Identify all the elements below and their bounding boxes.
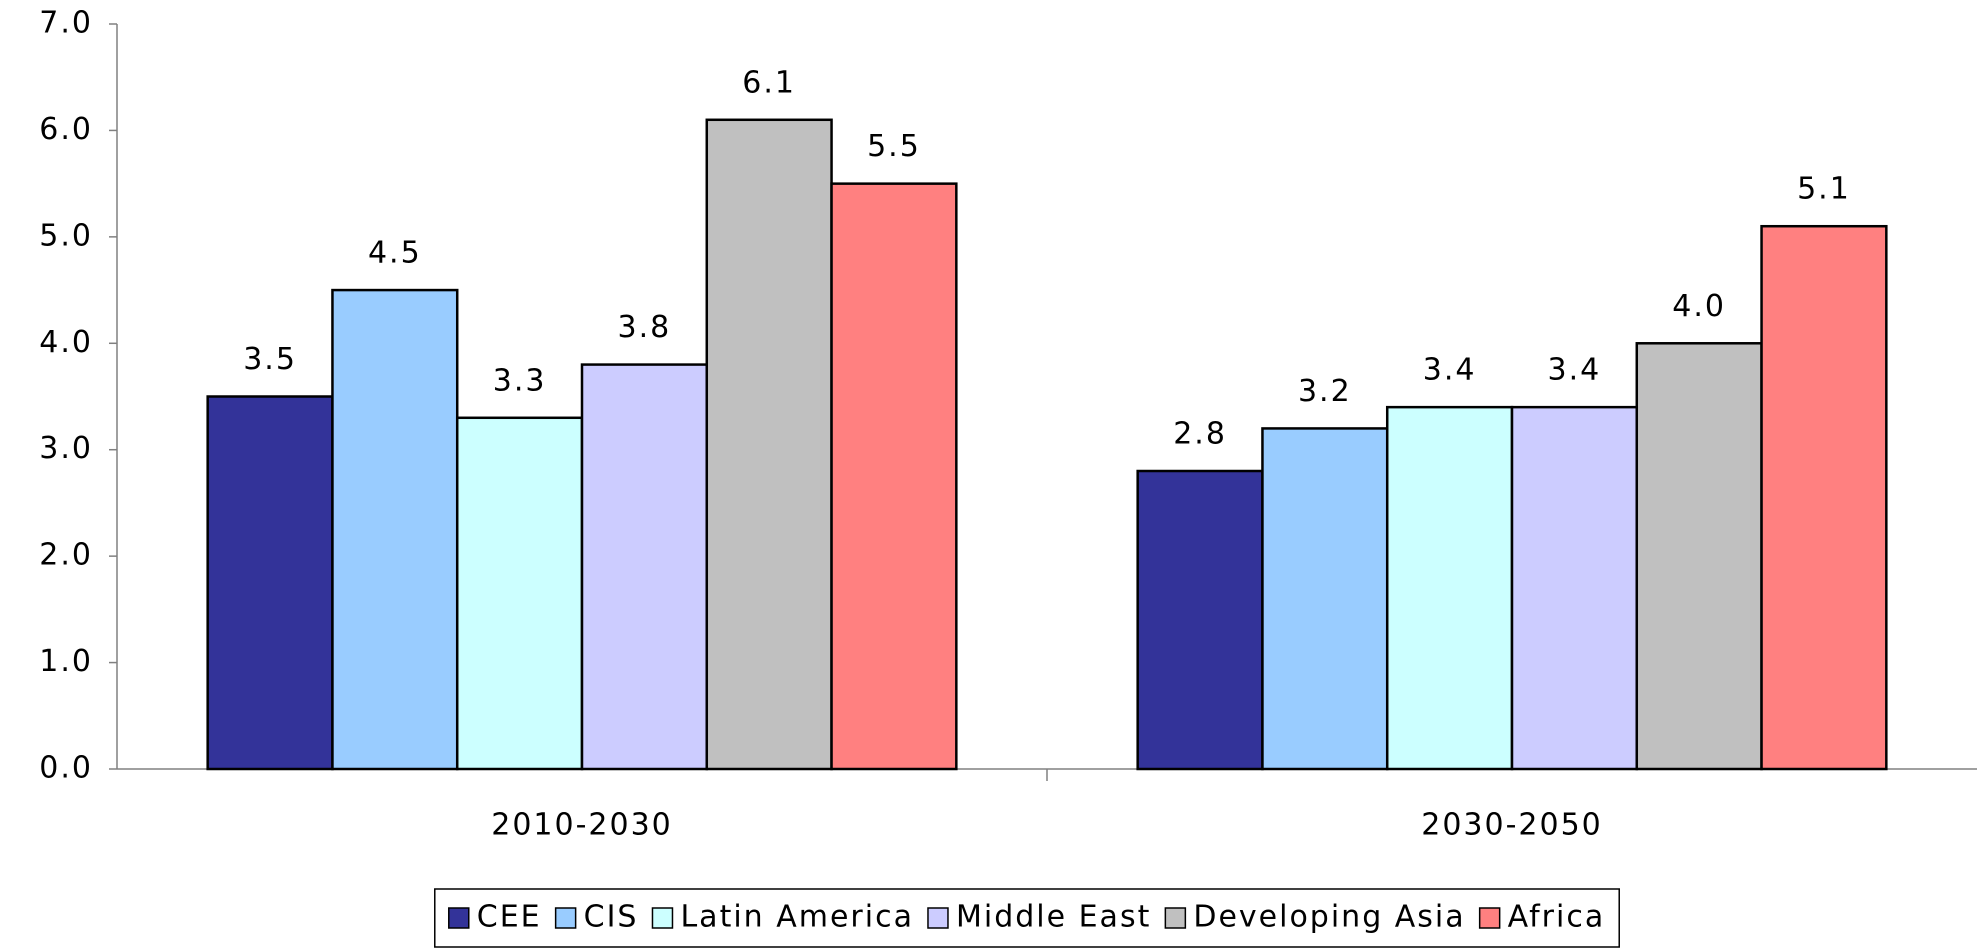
bar [1261,427,1389,771]
legend-swatch [651,907,674,929]
y-tick-label: 1.0 [39,644,93,679]
y-tick-label: 0.0 [39,751,93,786]
x-tick-label: 2010-2030 [491,808,673,843]
bar [1635,342,1763,771]
y-tick-label: 5.0 [39,218,93,253]
data-label: 2.8 [1173,417,1227,452]
bar [1510,405,1639,771]
bar [455,416,584,771]
data-label: 6.1 [742,65,796,100]
data-label: 3.8 [618,310,672,345]
data-label: 3.5 [243,342,297,377]
legend-swatch [448,907,470,929]
x-tick-label: 2030-2050 [1421,808,1603,843]
y-tick-label: 3.0 [39,431,93,466]
bar [705,118,833,771]
bar [580,363,709,771]
legend-label: CIS [584,900,639,935]
bar [1136,469,1264,771]
legend-label: Latin America [680,900,914,935]
legend-label: Developing Asia [1193,900,1465,935]
y-tick-label: 2.0 [39,538,93,573]
legend-swatch [1478,907,1501,929]
data-label: 3.3 [493,363,547,398]
bar [1760,224,1888,771]
data-label: 5.5 [867,129,921,164]
legend-swatch [554,907,577,929]
legend-box [434,888,1620,948]
data-label: 5.1 [1797,172,1851,207]
data-label: 4.5 [368,236,422,271]
bar [206,395,334,771]
data-label: 3.2 [1298,374,1352,409]
bar [830,182,958,771]
bar [1385,405,1514,771]
data-label: 3.4 [1548,353,1602,388]
legend-swatch [1164,907,1187,929]
bar [331,288,459,771]
y-tick-label: 6.0 [39,112,93,147]
legend-label: Africa [1508,900,1606,935]
y-tick-label: 4.0 [39,325,93,360]
data-label: 3.4 [1423,353,1477,388]
y-tick-label: 7.0 [39,6,93,41]
legend-swatch [927,907,949,929]
legend-label: Middle East [956,900,1151,935]
data-label: 4.0 [1672,289,1726,324]
legend-label: CEE [477,900,542,935]
